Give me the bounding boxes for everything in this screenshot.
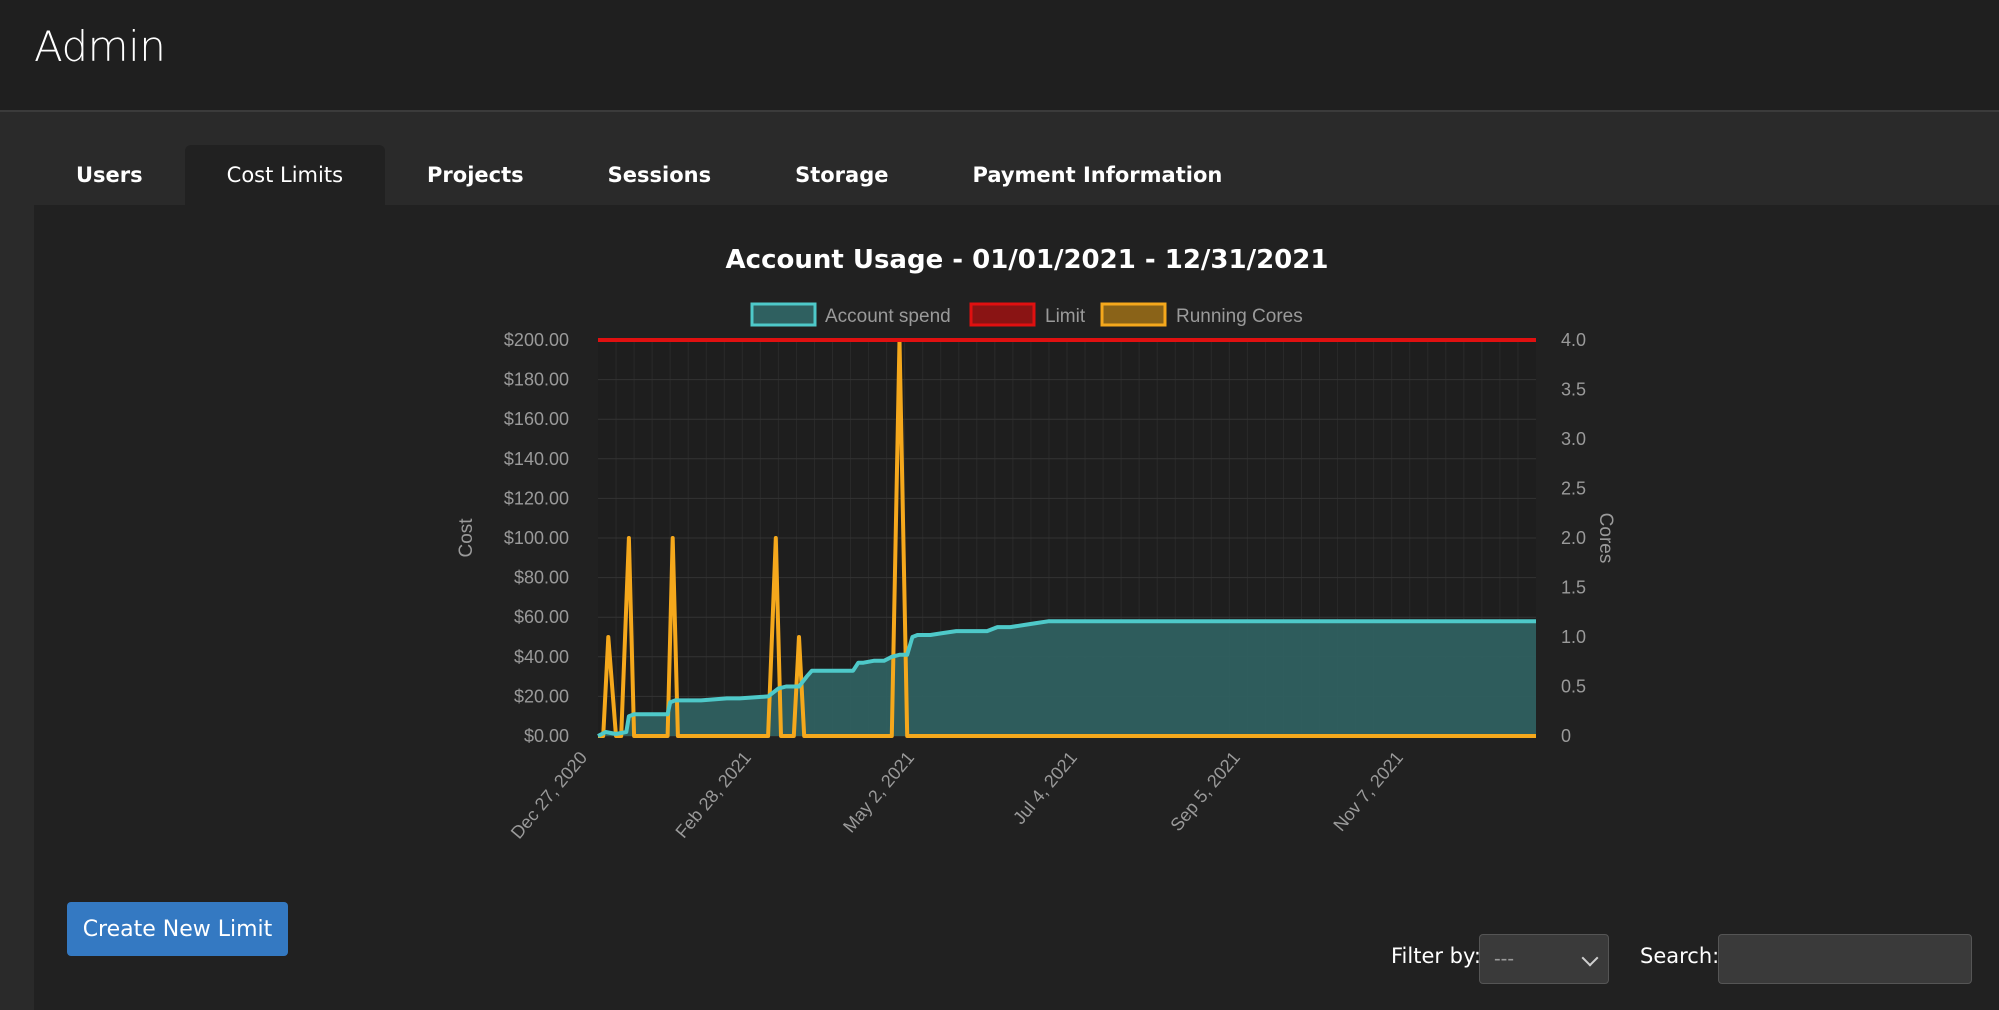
- x-tick-label: May 2, 2021: [839, 748, 918, 837]
- x-tick-label: Feb 28, 2021: [672, 748, 756, 842]
- y2-tick-label: 1.5: [1561, 578, 1586, 598]
- tab-sessions[interactable]: Sessions: [607, 163, 712, 187]
- y-tick-label: $160.00: [504, 409, 569, 429]
- top-header: Admin: [0, 0, 1999, 112]
- legend-label-1: Limit: [1045, 306, 1086, 327]
- tab-projects[interactable]: Projects: [427, 163, 524, 187]
- chevron-down-icon: [1581, 949, 1599, 967]
- y-tick-label: $60.00: [514, 607, 569, 627]
- legend-swatch-0: [750, 302, 817, 327]
- y-tick-label: $80.00: [514, 568, 569, 588]
- filter-select[interactable]: ---: [1479, 934, 1609, 984]
- y-tick-label: $0.00: [524, 726, 569, 746]
- x-tick-label: Sep 5, 2021: [1166, 748, 1244, 835]
- tab-cost-limits[interactable]: Cost Limits: [184, 145, 386, 205]
- search-input[interactable]: [1718, 934, 1972, 984]
- y2-tick-label: 3.5: [1561, 380, 1586, 400]
- legend-swatch-2: [1100, 302, 1167, 327]
- y2-tick-label: 1.0: [1561, 627, 1586, 647]
- y2-tick-label: 2.0: [1561, 528, 1586, 548]
- x-tick-label: Dec 27, 2020: [507, 748, 591, 843]
- legend-label-2: Running Cores: [1176, 306, 1303, 327]
- filter-label: Filter by:: [1391, 944, 1481, 968]
- account-spend-line: [597, 619, 1536, 738]
- y-tick-label: $20.00: [514, 686, 569, 706]
- y-tick-label: $100.00: [504, 528, 569, 548]
- spend-area: [598, 621, 1536, 736]
- y2-tick-label: 0.5: [1561, 677, 1586, 697]
- usage-chart: Account Usage - 01/01/2021 - 12/31/2021 A…: [456, 245, 1616, 843]
- create-new-limit-button[interactable]: Create New Limit: [67, 902, 288, 956]
- chart-title: Account Usage - 01/01/2021 - 12/31/2021: [726, 245, 1329, 275]
- y-tick-label: $120.00: [504, 488, 569, 508]
- y2-tick-label: 4.0: [1561, 330, 1586, 350]
- filter-selected-value: ---: [1494, 948, 1514, 970]
- tab-payment-information[interactable]: Payment Information: [972, 163, 1223, 187]
- legend-label-0: Account spend: [825, 306, 951, 327]
- legend-swatch-1: [969, 302, 1036, 327]
- y-tick-label: $40.00: [514, 647, 569, 667]
- tab-users[interactable]: Users: [76, 163, 143, 187]
- tab-storage[interactable]: Storage: [795, 163, 889, 187]
- page-title: Admin: [34, 22, 166, 71]
- y2-tick-label: 2.5: [1561, 479, 1586, 499]
- tab-bar: Users Cost Limits Projects Sessions Stor…: [34, 145, 1264, 205]
- running-cores-line: [598, 338, 1536, 738]
- y2-axis-title: Cores: [1595, 513, 1616, 564]
- x-tick-label: Jul 4, 2021: [1009, 748, 1081, 828]
- y-axis-title: Cost: [456, 518, 477, 558]
- y2-tick-label: 0: [1561, 726, 1571, 746]
- search-label: Search:: [1640, 944, 1720, 968]
- x-tick-label: Nov 7, 2021: [1329, 748, 1407, 835]
- y-tick-label: $140.00: [504, 449, 569, 469]
- y2-tick-label: 3.0: [1561, 429, 1586, 449]
- y-tick-label: $180.00: [504, 370, 569, 390]
- y-tick-label: $200.00: [504, 330, 569, 350]
